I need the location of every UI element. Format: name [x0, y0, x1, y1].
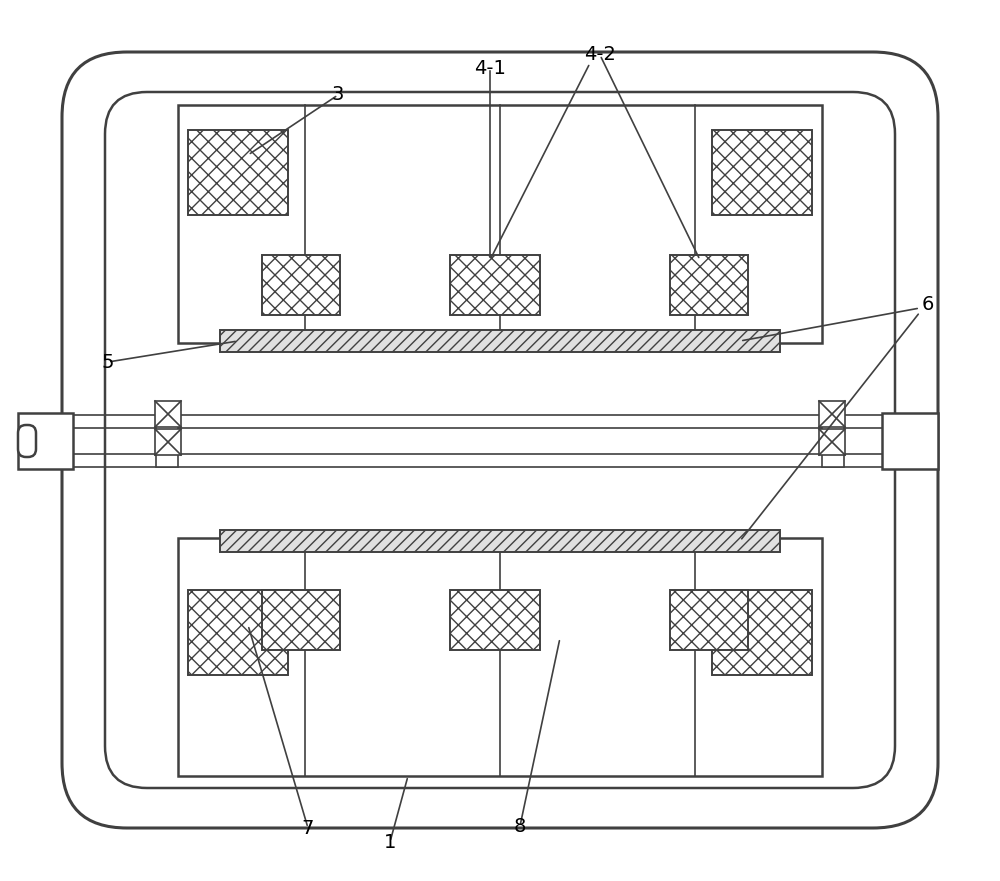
Bar — [819, 429, 845, 455]
Bar — [819, 401, 845, 427]
Bar — [155, 401, 181, 427]
Bar — [450, 255, 540, 315]
Text: 1: 1 — [384, 833, 396, 852]
Text: 6: 6 — [922, 295, 934, 315]
Bar — [882, 413, 938, 469]
Bar — [712, 590, 812, 675]
Bar — [188, 590, 288, 675]
Bar — [670, 590, 748, 650]
Text: 5: 5 — [102, 352, 114, 372]
Bar — [712, 130, 812, 215]
FancyBboxPatch shape — [62, 52, 938, 828]
Bar — [178, 538, 822, 776]
Bar — [156, 415, 178, 467]
Text: 3: 3 — [332, 85, 344, 105]
Bar — [262, 255, 340, 315]
Bar — [220, 530, 780, 552]
Bar — [178, 105, 822, 343]
FancyBboxPatch shape — [105, 92, 895, 788]
Bar — [262, 590, 340, 650]
Bar — [220, 330, 780, 352]
Text: 8: 8 — [514, 817, 526, 835]
Text: 4-1: 4-1 — [474, 58, 506, 78]
Bar — [670, 255, 748, 315]
Text: 7: 7 — [302, 818, 314, 838]
Bar — [155, 429, 181, 455]
Bar — [188, 130, 288, 215]
Bar — [450, 590, 540, 650]
Bar — [822, 415, 844, 467]
Bar — [18, 413, 73, 469]
FancyBboxPatch shape — [18, 425, 36, 457]
Text: 4-2: 4-2 — [584, 46, 616, 64]
